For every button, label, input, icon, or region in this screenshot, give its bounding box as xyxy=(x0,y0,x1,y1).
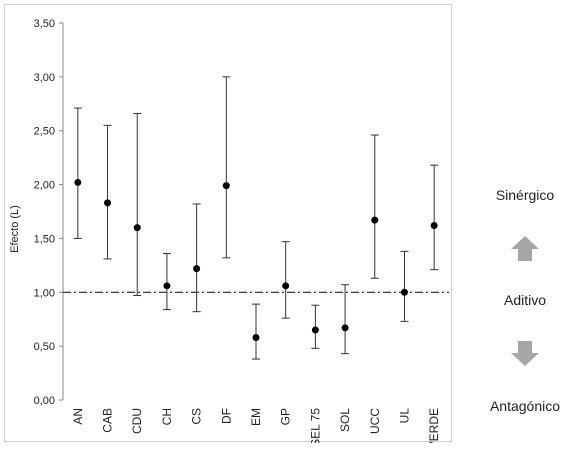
point-GP xyxy=(282,282,290,290)
y-axis-label: Efecto (L) xyxy=(9,205,21,253)
point-UL xyxy=(400,288,408,296)
additive-label: Aditivo xyxy=(503,292,547,308)
point-DF xyxy=(222,182,230,190)
point-VERDE xyxy=(430,222,438,230)
y-tick-label: 3,00 xyxy=(34,72,55,84)
x-tick-label: CDU xyxy=(130,408,144,434)
chart-area: 0,00 0,50 1,00 1,50 2,00 2,50 3,00 3,50 AN CAB CD… xyxy=(4,4,452,449)
y-axis: 0,00 0,50 1,00 1,50 2,00 2,50 3,00 3,50 xyxy=(34,18,64,407)
x-tick-label: SEL 75 xyxy=(308,408,322,443)
x-tick-label: EM xyxy=(249,408,263,426)
point-CDU xyxy=(133,224,141,232)
x-tick-label: VERDE xyxy=(427,408,441,443)
point-CS xyxy=(193,265,201,273)
point-CH xyxy=(163,282,171,290)
y-tick-label: 0,00 xyxy=(34,395,55,407)
point-SOL xyxy=(341,324,349,332)
x-tick-label: DF xyxy=(219,408,233,424)
x-tick-label: SOL xyxy=(338,408,352,432)
point-CAB xyxy=(104,199,112,207)
data-points xyxy=(74,178,438,342)
x-tick-label: CH xyxy=(160,408,174,425)
point-AN xyxy=(74,178,82,186)
y-tick-label: 0,50 xyxy=(34,341,55,353)
arrow-up-icon xyxy=(511,236,539,261)
x-tick-label: GP xyxy=(279,408,293,425)
point-SEL 75 xyxy=(311,326,319,334)
x-axis: AN CAB CDU CH CS DF EM GP SEL 75 SOL UCC UL VERDE xyxy=(71,408,441,449)
antagonic-label: Antagónico xyxy=(489,398,561,414)
chart-svg: 0,00 0,50 1,00 1,50 2,00 2,50 3,00 3,50 AN CAB CD… xyxy=(9,18,449,449)
error-bars xyxy=(73,76,439,360)
synergic-label: Sinérgico xyxy=(495,187,555,203)
x-tick-label: CAB xyxy=(101,408,115,433)
x-tick-label: UL xyxy=(397,408,411,424)
x-tick-label: AN xyxy=(71,408,85,425)
arrow-down-icon xyxy=(511,341,539,366)
y-tick-label: 1,50 xyxy=(34,233,55,245)
y-tick-label: 2,00 xyxy=(34,180,55,192)
point-UCC xyxy=(371,216,379,224)
y-tick-label: 1,00 xyxy=(34,287,55,299)
y-tick-label: 2,50 xyxy=(34,126,55,138)
x-tick-label: CS xyxy=(190,408,204,425)
point-EM xyxy=(252,334,260,342)
x-tick-label: UCC xyxy=(368,408,382,434)
y-tick-label: 3,50 xyxy=(34,18,55,30)
